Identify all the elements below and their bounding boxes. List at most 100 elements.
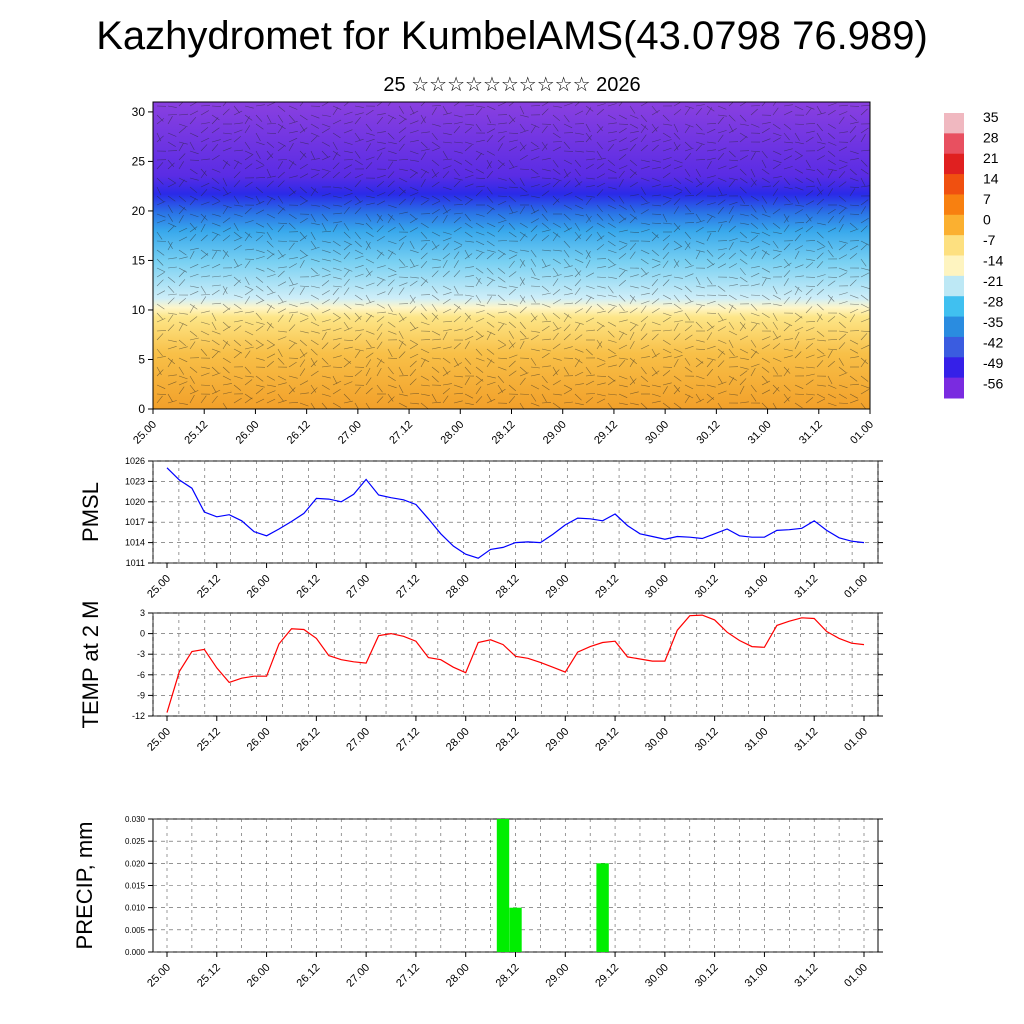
wind-barb — [618, 294, 626, 302]
wind-barb — [475, 378, 484, 386]
wind-barb — [838, 181, 847, 188]
wind-barb — [640, 285, 650, 290]
wind-barb — [409, 353, 419, 359]
wind-barb — [805, 354, 815, 359]
wind-barb — [860, 309, 870, 314]
wind-barb — [508, 186, 519, 189]
wind-barb — [365, 312, 375, 318]
wind-barb — [596, 339, 603, 348]
wind-barb — [277, 123, 286, 130]
wind-barb — [508, 330, 514, 339]
wind-barb — [508, 211, 518, 215]
x-tick-label: 30.12 — [693, 573, 721, 601]
wind-barb — [651, 123, 658, 132]
wind-barb — [629, 131, 639, 134]
wind-barb — [596, 266, 606, 269]
wind-barb — [310, 387, 318, 395]
wind-barb — [475, 105, 485, 108]
wind-barb — [618, 245, 627, 251]
wind-barb — [574, 231, 581, 240]
wind-barb — [706, 345, 716, 350]
wind-barb — [794, 264, 804, 269]
wind-barb — [618, 357, 628, 360]
wind-barb — [673, 258, 679, 267]
wind-barb — [805, 216, 813, 224]
wind-barb — [442, 132, 452, 136]
wind-barb — [816, 354, 826, 359]
wind-barb — [530, 125, 537, 134]
wind-barb — [706, 249, 714, 257]
wind-barb — [849, 245, 859, 251]
wind-barb — [728, 263, 737, 269]
wind-barb — [541, 312, 548, 321]
wind-barb — [211, 114, 220, 121]
wind-barb — [519, 377, 526, 386]
wind-barb — [431, 168, 437, 177]
wind-barb — [211, 366, 219, 374]
wind-barb — [354, 273, 364, 278]
wind-barb — [739, 135, 748, 143]
wind-barb — [376, 279, 384, 287]
wind-barb — [607, 114, 617, 120]
wind-barb — [640, 316, 649, 323]
wind-barb — [244, 375, 254, 378]
y-tick-label: 0.000 — [125, 948, 146, 957]
wind-barb — [398, 340, 404, 350]
wind-barb — [178, 227, 188, 233]
wind-barb — [387, 393, 394, 402]
wind-vectors — [156, 102, 870, 409]
wind-barb — [376, 102, 383, 107]
wind-barb — [585, 397, 594, 404]
wind-barb — [673, 165, 683, 170]
wind-barb — [838, 244, 847, 251]
y-tick-label: 20 — [132, 204, 146, 218]
wind-barb — [640, 209, 649, 215]
x-tick-label: 30.00 — [643, 419, 671, 447]
wind-barb — [761, 389, 771, 395]
wind-barb — [277, 382, 287, 386]
x-tick-label: 28.12 — [494, 726, 522, 754]
wind-barb — [222, 138, 232, 143]
wind-barb — [860, 375, 869, 382]
wind-barb — [211, 330, 221, 335]
wind-barb — [640, 186, 646, 195]
wind-barb — [728, 276, 738, 279]
wind-barb — [596, 285, 606, 289]
wind-barb — [332, 276, 342, 280]
wind-barb — [596, 189, 604, 197]
y-tick-label: -9 — [137, 690, 145, 700]
wind-barb — [695, 303, 705, 307]
wind-barb — [277, 253, 286, 260]
wind-barb — [629, 274, 639, 278]
wind-barb — [376, 332, 383, 341]
wind-barb — [838, 204, 848, 209]
wind-barb — [805, 105, 815, 110]
wind-barb — [244, 339, 253, 346]
wind-barb — [838, 333, 846, 341]
wind-barb — [321, 150, 329, 158]
wind-barb — [750, 108, 758, 116]
wind-barb — [442, 320, 453, 323]
wind-barb — [453, 204, 464, 206]
wind-barb — [497, 131, 507, 134]
wind-barb — [387, 249, 396, 255]
wind-barb — [431, 147, 441, 152]
wind-barb — [409, 192, 419, 197]
x-tick-label: 31.12 — [792, 573, 820, 601]
wind-barb — [464, 222, 473, 229]
wind-barb — [860, 318, 870, 323]
wind-barb — [706, 175, 716, 179]
wind-barb — [178, 346, 188, 350]
wind-barb — [343, 381, 353, 386]
wind-barb — [200, 234, 208, 242]
wind-barb — [585, 296, 592, 305]
wind-barb — [761, 344, 770, 350]
wind-barb — [486, 150, 496, 156]
wind-barb — [541, 352, 550, 359]
wind-barb — [189, 375, 195, 384]
wind-barb — [244, 125, 251, 134]
wind-barb — [651, 273, 661, 278]
wind-barb — [772, 123, 781, 130]
wind-barb — [332, 204, 342, 207]
wind-barb — [574, 348, 584, 353]
